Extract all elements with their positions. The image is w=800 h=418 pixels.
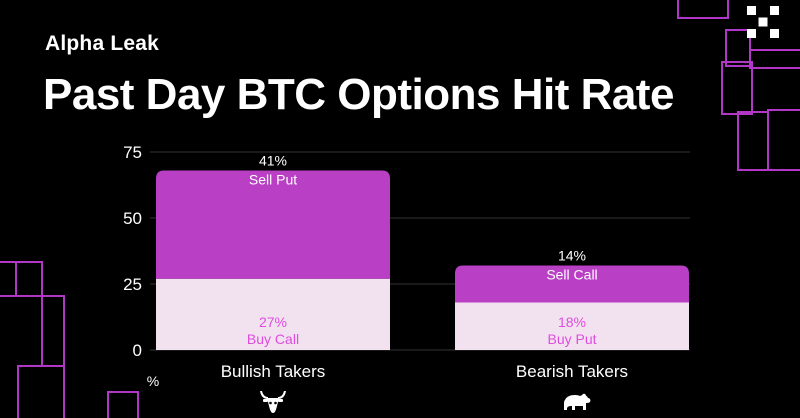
x-tick-label: Bullish Takers <box>221 362 326 381</box>
bar-segment <box>156 278 390 350</box>
bear-icon <box>564 393 591 410</box>
segment-label: Sell Call <box>546 267 597 283</box>
brand-logo-icon <box>747 6 779 38</box>
y-axis-label: % <box>147 373 159 389</box>
data-label: 41% <box>259 152 287 168</box>
segment-label: Buy Call <box>247 331 299 347</box>
chart-subtitle: Alpha Leak <box>45 32 160 55</box>
segment-label: Sell Put <box>249 171 297 187</box>
bar-segment <box>156 170 390 279</box>
x-tick-label: Bearish Takers <box>516 362 628 381</box>
y-tick-label: 50 <box>123 209 142 228</box>
data-label: 14% <box>558 248 586 264</box>
data-label: 18% <box>558 314 586 330</box>
y-tick-label: 0 <box>133 341 142 360</box>
y-tick-label: 25 <box>123 275 142 294</box>
bar-segment <box>455 265 689 303</box>
bull-icon <box>260 391 286 413</box>
y-tick-label: 75 <box>123 143 142 162</box>
chart-title: Past Day BTC Options Hit Rate <box>43 70 674 119</box>
data-label: 27% <box>259 314 287 330</box>
segment-label: Buy Put <box>547 331 596 347</box>
bar-segment <box>455 302 689 350</box>
